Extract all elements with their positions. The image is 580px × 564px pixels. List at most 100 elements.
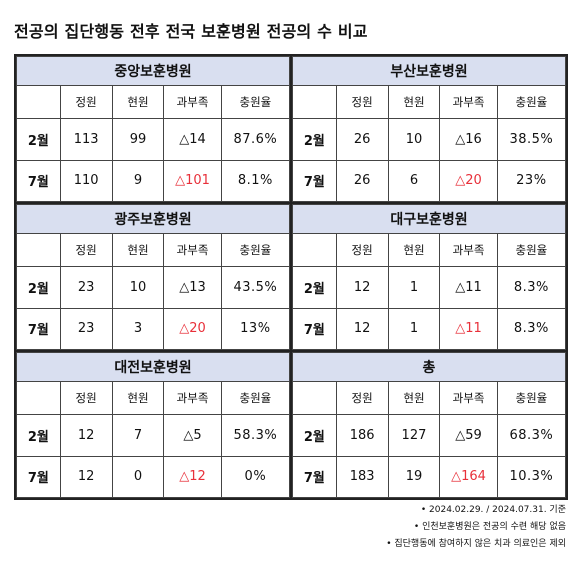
table-row: 2월 186 127 △59 68.3%	[292, 414, 567, 457]
footnote: • 2024.02.29. / 2024.07.31. 기준	[420, 505, 566, 515]
column-header: 정원	[59, 85, 113, 119]
current-cell: 3	[111, 307, 165, 350]
capacity-cell: 186	[335, 414, 389, 457]
current-cell: 0	[111, 455, 165, 498]
empty-header-cell	[16, 85, 61, 119]
column-header: 정원	[335, 381, 389, 415]
empty-header-cell	[16, 233, 61, 267]
table-row: 7월 183 19 △164 10.3%	[292, 455, 567, 498]
capacity-cell: 113	[59, 118, 113, 161]
month-cell: 2월	[16, 266, 61, 309]
capacity-cell: 12	[59, 455, 113, 498]
deficit-cell: △11	[439, 266, 498, 309]
deficit-cell: △12	[163, 455, 222, 498]
capacity-cell: 110	[59, 159, 113, 202]
rate-cell: 68.3%	[496, 414, 567, 457]
footnote: • 집단행동에 참여하지 않은 치과 의료인은 제외	[386, 539, 566, 549]
current-cell: 6	[387, 159, 441, 202]
capacity-cell: 23	[59, 266, 113, 309]
rate-cell: 58.3%	[220, 414, 291, 457]
column-header: 과부족	[439, 85, 498, 119]
deficit-cell: △101	[163, 159, 222, 202]
table-row: 7월 23 3 △20 13%	[16, 307, 291, 350]
empty-header-cell	[292, 233, 337, 267]
table-row: 2월 12 1 △11 8.3%	[292, 266, 567, 309]
column-header: 정원	[59, 381, 113, 415]
table-row: 7월 12 1 △11 8.3%	[292, 307, 567, 350]
month-cell: 7월	[292, 159, 337, 202]
hospital-name: 대전보훈병원	[16, 352, 290, 382]
month-cell: 2월	[292, 118, 337, 161]
column-header: 과부족	[439, 381, 498, 415]
rate-cell: 87.6%	[220, 118, 291, 161]
current-cell: 10	[387, 118, 441, 161]
column-header: 충원율	[496, 233, 567, 267]
hospital-table: 광주보훈병원 정원 현원 과부족 충원율 2월 23 10 △13 43.5% 7월 23 3 △20 13…	[16, 204, 291, 350]
capacity-cell: 26	[335, 159, 389, 202]
month-cell: 2월	[292, 414, 337, 457]
current-cell: 1	[387, 307, 441, 350]
hospital-name: 대구보훈병원	[292, 204, 566, 234]
table-row: 7월 26 6 △20 23%	[292, 159, 567, 202]
month-cell: 7월	[16, 307, 61, 350]
month-cell: 2월	[16, 118, 61, 161]
table-row: 2월 12 7 △5 58.3%	[16, 414, 291, 457]
hospital-name: 중앙보훈병원	[16, 56, 290, 86]
hospital-table: 대구보훈병원 정원 현원 과부족 충원율 2월 12 1 △11 8.3% 7월 12 1 △11 8.3%	[292, 204, 567, 350]
column-header: 현원	[387, 233, 441, 267]
rate-cell: 38.5%	[496, 118, 567, 161]
current-cell: 9	[111, 159, 165, 202]
capacity-cell: 12	[59, 414, 113, 457]
column-header: 정원	[335, 85, 389, 119]
rate-cell: 8.1%	[220, 159, 291, 202]
deficit-cell: △14	[163, 118, 222, 161]
column-header: 현원	[111, 381, 165, 415]
month-cell: 7월	[292, 307, 337, 350]
deficit-cell: △5	[163, 414, 222, 457]
rate-cell: 13%	[220, 307, 291, 350]
column-header: 충원율	[496, 85, 567, 119]
month-cell: 7월	[16, 159, 61, 202]
deficit-cell: △59	[439, 414, 498, 457]
empty-header-cell	[292, 85, 337, 119]
column-header: 과부족	[439, 233, 498, 267]
rate-cell: 8.3%	[496, 307, 567, 350]
column-header: 충원율	[496, 381, 567, 415]
rate-cell: 43.5%	[220, 266, 291, 309]
deficit-cell: △16	[439, 118, 498, 161]
deficit-cell: △20	[439, 159, 498, 202]
column-header: 정원	[335, 233, 389, 267]
capacity-cell: 183	[335, 455, 389, 498]
empty-header-cell	[16, 381, 61, 415]
capacity-cell: 12	[335, 307, 389, 350]
column-header: 과부족	[163, 381, 222, 415]
footnote: • 인천보훈병원은 전공의 수련 해당 없음	[413, 522, 566, 532]
deficit-cell: △20	[163, 307, 222, 350]
deficit-cell: △13	[163, 266, 222, 309]
table-row: 2월 26 10 △16 38.5%	[292, 118, 567, 161]
current-cell: 99	[111, 118, 165, 161]
hospital-name: 총	[292, 352, 566, 382]
column-header: 현원	[387, 381, 441, 415]
hospital-table: 대전보훈병원 정원 현원 과부족 충원율 2월 12 7 △5 58.3% 7월 12 0 △12 0%	[16, 352, 291, 498]
hospital-table: 총 정원 현원 과부족 충원율 2월 186 127 △59 68.3% 7월 183 19 △164 10…	[292, 352, 567, 498]
column-header: 현원	[387, 85, 441, 119]
column-header: 현원	[111, 85, 165, 119]
column-header: 과부족	[163, 85, 222, 119]
hospital-table: 부산보훈병원 정원 현원 과부족 충원율 2월 26 10 △16 38.5% 7월 26 6 △20 23…	[292, 56, 567, 202]
footnotes: • 2024.02.29. / 2024.07.31. 기준 • 인천보훈병원은…	[386, 502, 566, 553]
current-cell: 1	[387, 266, 441, 309]
page-title: 전공의 집단행동 전후 전국 보훈병원 전공의 수 비교	[14, 22, 368, 41]
table-row: 2월 113 99 △14 87.6%	[16, 118, 291, 161]
column-header: 충원율	[220, 85, 291, 119]
column-header: 충원율	[220, 381, 291, 415]
deficit-cell: △11	[439, 307, 498, 350]
capacity-cell: 26	[335, 118, 389, 161]
hospital-name: 광주보훈병원	[16, 204, 290, 234]
current-cell: 19	[387, 455, 441, 498]
month-cell: 7월	[292, 455, 337, 498]
rate-cell: 0%	[220, 455, 291, 498]
column-header: 현원	[111, 233, 165, 267]
rate-cell: 8.3%	[496, 266, 567, 309]
rate-cell: 23%	[496, 159, 567, 202]
